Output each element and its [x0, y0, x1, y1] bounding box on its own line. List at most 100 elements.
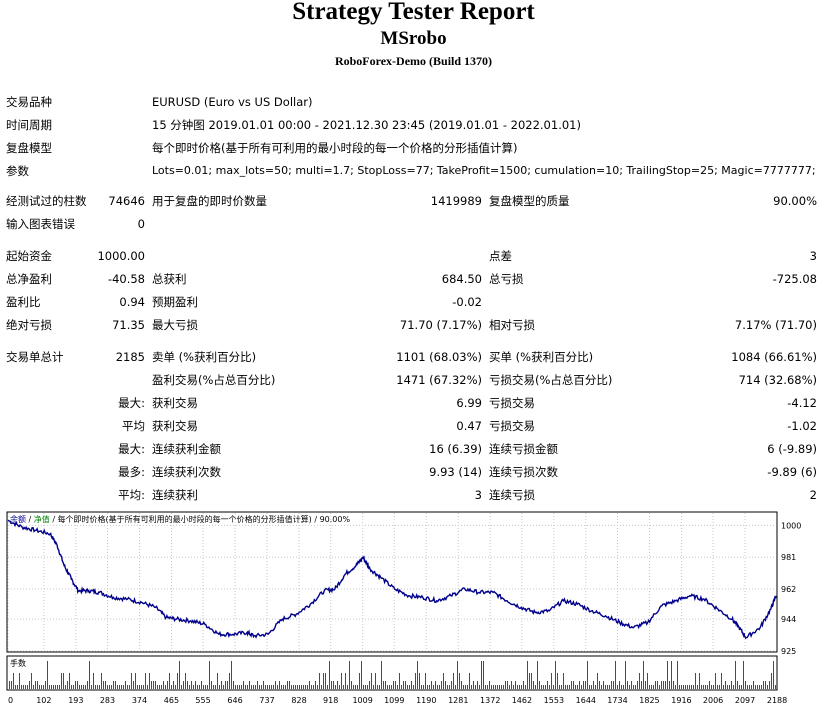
spread-value: 3	[809, 249, 817, 263]
lots-bar	[733, 685, 734, 689]
lots-bar	[251, 685, 252, 689]
lots-bar	[143, 685, 144, 689]
lots-bar	[97, 685, 98, 689]
lots-bar	[45, 681, 46, 689]
lots-bar	[235, 685, 236, 689]
lots-bar	[293, 685, 294, 689]
y-tick-label: 981	[781, 553, 796, 562]
x-tick-label: 1734	[607, 696, 627, 705]
lots-bar	[273, 685, 274, 689]
x-tick-label: 828	[291, 696, 306, 705]
absolute-drawdown-label: 绝对亏损	[6, 318, 52, 332]
lots-bar	[25, 685, 26, 689]
lots-bar	[161, 685, 162, 689]
vertical-gridlines	[7, 513, 746, 651]
lots-bar	[411, 681, 412, 689]
deposit-label: 起始资金	[6, 249, 52, 263]
lots-bar	[407, 685, 408, 689]
gross-profit-value: 684.50	[441, 272, 482, 286]
lots-bar	[553, 685, 554, 689]
lots-bar	[703, 685, 704, 689]
lots-bar	[317, 685, 318, 689]
lots-bar	[753, 681, 754, 689]
gross-loss-label: 总亏损	[489, 272, 524, 286]
lots-bar	[267, 685, 268, 689]
average-consecutive-wins-label: 连续获利	[152, 488, 198, 502]
lots-bar	[571, 681, 572, 689]
lots-bar	[241, 685, 242, 689]
lots-bar	[557, 673, 558, 689]
x-tick-label: 1916	[671, 696, 691, 705]
lots-bar	[173, 681, 174, 689]
lots-bar	[683, 685, 684, 689]
lots-bars	[9, 661, 776, 689]
lots-bar	[107, 685, 108, 689]
lots-bar	[723, 685, 724, 689]
lots-bar	[365, 685, 366, 689]
lots-bar	[119, 685, 120, 689]
lots-bar	[101, 673, 102, 689]
lots-bar	[93, 673, 94, 689]
legend-balance: 余额	[10, 514, 26, 524]
lots-bar	[389, 685, 390, 689]
lots-bar	[111, 685, 112, 689]
lots-bar	[465, 685, 466, 689]
lots-bar	[585, 681, 586, 689]
lots-bar	[179, 661, 180, 689]
lots-bar	[751, 685, 752, 689]
modelling-value: 90.00%	[773, 194, 817, 208]
modelling-label: 复盘模型的质量	[489, 194, 570, 208]
legend-model-text: / 每个即时价格(基于所有可利用的最小时段的每一个价格的分形插值计算) / 90…	[50, 514, 351, 524]
lots-bar	[579, 681, 580, 689]
largest-loss-value: -4.12	[787, 396, 817, 410]
lots-bar	[175, 685, 176, 689]
lots-bar	[59, 685, 60, 689]
lots-bar	[13, 673, 14, 689]
lots-bar	[269, 685, 270, 689]
lots-bar	[299, 685, 300, 689]
lots-bar	[593, 681, 594, 689]
lots-bar	[167, 681, 168, 689]
lots-bar	[549, 685, 550, 689]
x-tick-label: 1372	[480, 696, 500, 705]
lots-bar	[171, 685, 172, 689]
lots-bar	[765, 681, 766, 689]
average-loss-label: 亏损交易	[489, 419, 535, 433]
lots-bar	[165, 685, 166, 689]
lots-bar	[201, 681, 202, 689]
lots-bar	[349, 661, 350, 689]
lots-bar	[423, 685, 424, 689]
lots-bar	[495, 685, 496, 689]
lots-bar	[439, 685, 440, 689]
lots-bar	[563, 673, 564, 689]
lots-bar	[239, 685, 240, 689]
lots-bar	[755, 685, 756, 689]
lots-bar	[77, 681, 78, 689]
lots-bar	[635, 685, 636, 689]
lots-bar	[775, 685, 776, 689]
lots-bar	[151, 681, 152, 689]
y-tick-label: 962	[781, 585, 796, 594]
lots-bar	[385, 681, 386, 689]
lots-bar	[43, 685, 44, 689]
chart-legend: 余额 / 净值 / 每个即时价格(基于所有可利用的最小时段的每一个价格的分形插值…	[10, 514, 350, 524]
lots-bar	[169, 673, 170, 689]
lots-bar	[399, 673, 400, 689]
lots-bar	[763, 681, 764, 689]
y-axis-ticks: 1000 981 962 944 925	[781, 521, 801, 656]
average-consecutive-losses-value: 2	[809, 488, 817, 502]
loss-trades-label: 亏损交易(%占总百分比)	[489, 373, 613, 387]
lots-bar	[65, 685, 66, 689]
lots-bar	[485, 685, 486, 689]
max-consecutive-wins-money-value: 16 (6.39)	[429, 442, 482, 456]
symbol-value: EURUSD (Euro vs US Dollar)	[152, 95, 313, 109]
loss-trades-value: 714 (32.68%)	[738, 373, 817, 387]
params-label: 参数	[6, 164, 29, 178]
expected-payoff-label: 预期盈利	[152, 295, 198, 309]
x-tick-label: 0	[8, 696, 13, 705]
lots-bar	[217, 673, 218, 689]
lots-bar	[669, 681, 670, 689]
lots-bar	[57, 685, 58, 689]
lots-bar	[607, 685, 608, 689]
lots-bar	[83, 685, 84, 689]
